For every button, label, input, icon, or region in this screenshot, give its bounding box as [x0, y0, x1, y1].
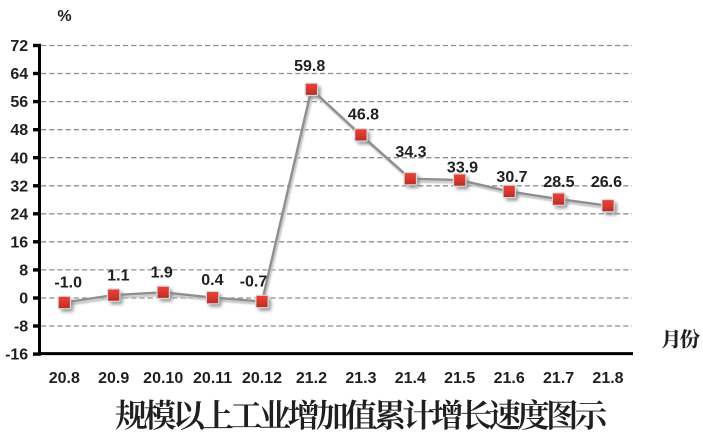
svg-text:-16: -16 [5, 347, 28, 364]
svg-text:21.7: 21.7 [543, 370, 574, 387]
svg-text:21.8: 21.8 [592, 370, 623, 387]
svg-text:8: 8 [19, 263, 28, 280]
svg-text:26.6: 26.6 [591, 174, 622, 191]
svg-text:0.4: 0.4 [201, 272, 223, 289]
svg-text:34.3: 34.3 [395, 144, 426, 161]
svg-text:28.5: 28.5 [543, 174, 574, 191]
svg-text:59.8: 59.8 [294, 58, 325, 75]
svg-text:56: 56 [10, 94, 28, 111]
svg-text:48: 48 [10, 122, 28, 139]
svg-text:-8: -8 [14, 319, 28, 336]
svg-text:20.11: 20.11 [193, 370, 232, 387]
svg-text:0: 0 [19, 291, 28, 308]
svg-text:64: 64 [10, 66, 28, 83]
svg-text:40: 40 [10, 150, 28, 167]
svg-text:1.9: 1.9 [151, 264, 173, 281]
svg-text:32: 32 [10, 178, 28, 195]
svg-text:21.4: 21.4 [395, 370, 426, 387]
svg-text:%: % [57, 8, 71, 25]
svg-text:46.8: 46.8 [348, 107, 379, 124]
svg-text:20.8: 20.8 [49, 370, 80, 387]
svg-text:30.7: 30.7 [496, 169, 527, 186]
svg-text:21.6: 21.6 [494, 370, 525, 387]
svg-text:16: 16 [10, 234, 28, 251]
svg-text:20.12: 20.12 [242, 370, 282, 387]
svg-text:21.2: 21.2 [296, 370, 327, 387]
svg-text:-1.0: -1.0 [54, 274, 82, 291]
svg-text:21.3: 21.3 [345, 370, 376, 387]
svg-text:21.5: 21.5 [444, 370, 475, 387]
svg-text:20.10: 20.10 [143, 370, 183, 387]
svg-text:-0.7: -0.7 [240, 273, 268, 290]
svg-text:33.9: 33.9 [447, 160, 478, 177]
svg-text:72: 72 [10, 38, 28, 55]
svg-text:24: 24 [10, 206, 28, 223]
svg-text:1.1: 1.1 [107, 267, 129, 284]
svg-text:20.9: 20.9 [98, 370, 129, 387]
